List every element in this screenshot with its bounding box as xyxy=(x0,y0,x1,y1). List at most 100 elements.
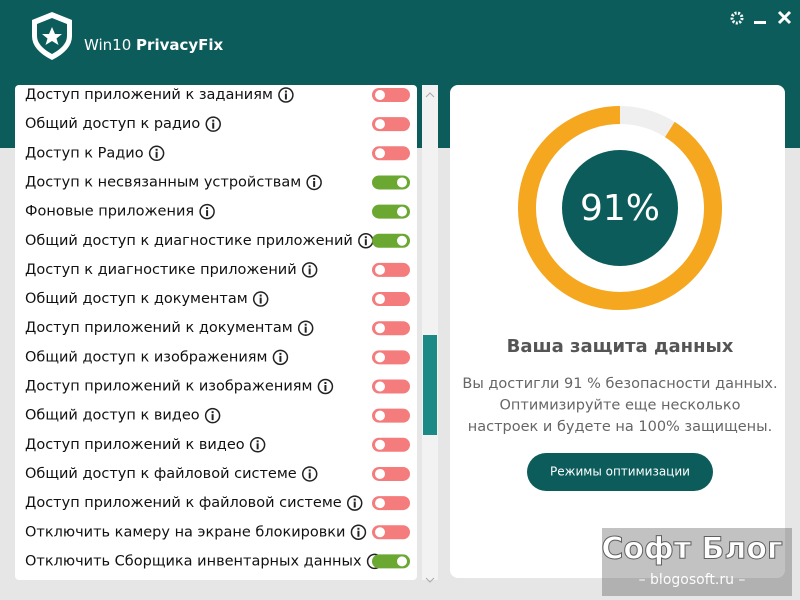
info-icon-dot xyxy=(256,440,259,443)
info-icon[interactable] xyxy=(204,407,221,424)
info-icon-bar xyxy=(284,93,287,100)
setting-label: Общий доступ к радио xyxy=(25,116,200,132)
info-icon[interactable] xyxy=(317,378,334,395)
info-icon-dot xyxy=(212,119,215,122)
toggle-knob xyxy=(375,90,385,100)
info-icon-dot xyxy=(259,294,262,297)
info-icon-bar xyxy=(211,414,214,421)
gauge-arc xyxy=(518,106,722,310)
logo xyxy=(32,12,72,60)
info-icon[interactable] xyxy=(148,145,165,162)
info-icon-bar xyxy=(324,385,327,391)
setting-label: Доступ приложений к видео xyxy=(25,437,245,453)
setting-label: Общий доступ к документам xyxy=(25,291,248,307)
toggle-knob xyxy=(375,381,385,392)
info-icon[interactable] xyxy=(199,203,215,220)
info-icon-bar xyxy=(279,355,282,362)
info-icon-dot xyxy=(308,469,311,472)
toggle-knob xyxy=(397,235,407,246)
info-icon[interactable] xyxy=(205,116,221,132)
settings-list: Доступ приложений к заданиям Общий доступ… xyxy=(25,87,410,569)
setting-label: Доступ приложений к документам xyxy=(25,320,293,336)
info-icon[interactable] xyxy=(252,291,269,307)
scrollbar-thumb[interactable] xyxy=(423,335,437,435)
info-icon[interactable] xyxy=(350,524,367,540)
info-icon-dot xyxy=(357,527,360,530)
info-icon-dot xyxy=(364,236,367,239)
scroll-up[interactable] xyxy=(425,92,435,98)
toggle-knob xyxy=(397,177,407,188)
info-icon[interactable] xyxy=(301,262,318,278)
watermark-bg xyxy=(602,528,792,596)
info-icon-dot xyxy=(313,177,316,180)
info-icon[interactable] xyxy=(306,174,322,191)
setting-label: Отключить камеру на экране блокировки xyxy=(25,524,345,540)
info-icon-bar xyxy=(304,326,307,333)
toggle-knob xyxy=(375,323,385,334)
info-icon-bar xyxy=(353,501,356,508)
toggle-knob xyxy=(375,410,385,421)
settings-panel xyxy=(15,85,417,580)
info-icon-dot xyxy=(353,498,356,501)
info-icon-bar xyxy=(308,472,311,479)
info-icon[interactable] xyxy=(278,87,294,103)
toggle-knob xyxy=(375,439,385,450)
toggle-knob xyxy=(375,468,385,479)
info-icon-bar xyxy=(212,122,215,129)
protection-gauge: 91% xyxy=(518,106,722,310)
info-icon-dot xyxy=(284,90,287,93)
scroll-down[interactable] xyxy=(425,577,435,583)
toggle-knob xyxy=(375,294,385,305)
toggle-knob xyxy=(375,264,385,275)
toggle-knob xyxy=(375,498,385,509)
button-label[interactable]: Режимы оптимизации xyxy=(550,465,690,479)
close-button[interactable] xyxy=(777,10,792,25)
info-icon-bar xyxy=(308,268,311,275)
setting-label: Общий доступ к файловой системе xyxy=(25,466,297,482)
info-icon-dot xyxy=(206,207,209,210)
setting-label: Доступ к Радио xyxy=(25,145,144,161)
optimize-button[interactable]: Режимы оптимизации xyxy=(527,453,713,491)
info-icon-bar xyxy=(357,530,360,537)
info-icon[interactable] xyxy=(272,349,289,366)
info-icon[interactable] xyxy=(249,437,266,453)
info-icon-bar xyxy=(256,443,259,450)
app-title-light: Win10 xyxy=(84,36,131,54)
settings-button[interactable] xyxy=(730,11,744,25)
info-icon-dot xyxy=(304,323,307,326)
setting-label: Доступ к диагностике приложений xyxy=(25,262,297,278)
info-icon-bar xyxy=(313,180,316,187)
info-icon[interactable] xyxy=(301,466,318,482)
protection-description: Вы достигли 91 % безопасности данных. Опт… xyxy=(462,376,777,435)
toggle-knob xyxy=(375,527,385,538)
gauge-center xyxy=(562,150,678,266)
button-background[interactable] xyxy=(527,453,713,491)
setting-label: Общий доступ к диагностике приложений xyxy=(25,233,353,249)
info-icon[interactable] xyxy=(297,320,314,336)
minimize-button[interactable] xyxy=(754,21,766,24)
description-line: настроек и будете на 100% защищены. xyxy=(468,419,772,435)
info-icon-dot xyxy=(324,382,327,384)
info-icon-dot xyxy=(308,265,311,268)
info-icon-dot xyxy=(211,411,214,414)
info-icon-dot xyxy=(279,352,282,355)
gauge-label: 91% xyxy=(580,188,660,229)
info-icon-dot xyxy=(155,148,158,151)
toggle-knob xyxy=(375,148,385,159)
watermark: Софт Блог – blogosoft.ru – xyxy=(601,528,792,596)
toggle-knob xyxy=(397,556,407,567)
description-line: Оптимизируйте еще несколько xyxy=(500,398,741,414)
watermark-title: Софт Блог xyxy=(601,532,782,567)
setting-label: Общий доступ к изображениям xyxy=(25,349,267,365)
setting-label: Доступ приложений к файловой системе xyxy=(25,495,342,511)
info-icon[interactable] xyxy=(346,495,363,511)
setting-label: Доступ приложений к заданиям xyxy=(25,87,273,103)
setting-label: Отключить Сборщика инвентарных данных xyxy=(25,553,362,569)
setting-label: Доступ к несвязанным устройствам xyxy=(25,174,301,190)
setting-label: Фоновые приложения xyxy=(25,204,194,220)
app-title-bold: PrivacyFix xyxy=(136,36,223,54)
app-title: Win10 PrivacyFix xyxy=(84,36,224,54)
toggle-knob xyxy=(375,119,385,130)
setting-label: Доступ приложений к изображениям xyxy=(25,379,312,395)
